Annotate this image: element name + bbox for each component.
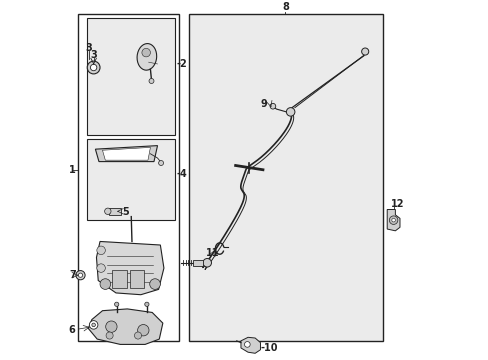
- Text: 11: 11: [205, 248, 219, 258]
- Polygon shape: [88, 309, 163, 345]
- Bar: [130, 270, 144, 288]
- Circle shape: [97, 246, 105, 255]
- Circle shape: [134, 332, 141, 339]
- Polygon shape: [95, 145, 157, 162]
- Polygon shape: [241, 337, 260, 353]
- Circle shape: [87, 61, 100, 74]
- Circle shape: [89, 321, 98, 329]
- Text: -10: -10: [260, 343, 277, 353]
- Circle shape: [158, 161, 163, 166]
- Polygon shape: [102, 147, 150, 160]
- Circle shape: [105, 321, 117, 332]
- Circle shape: [144, 302, 149, 306]
- Circle shape: [114, 302, 119, 306]
- Text: 6: 6: [69, 324, 75, 334]
- Text: 9: 9: [260, 99, 266, 109]
- Circle shape: [104, 208, 111, 215]
- Text: 1: 1: [69, 166, 75, 175]
- Text: -4: -4: [176, 169, 187, 179]
- Text: 5: 5: [122, 207, 128, 217]
- Text: 3: 3: [90, 50, 97, 60]
- Text: 12: 12: [390, 199, 404, 209]
- Circle shape: [137, 324, 149, 336]
- Circle shape: [76, 271, 85, 280]
- Bar: [112, 270, 126, 288]
- Text: 8: 8: [281, 2, 288, 12]
- Circle shape: [388, 216, 397, 224]
- Bar: [189, 14, 382, 341]
- Bar: [109, 208, 121, 215]
- Bar: [193, 260, 202, 266]
- Ellipse shape: [137, 44, 156, 70]
- Circle shape: [203, 258, 211, 267]
- Bar: [78, 14, 179, 341]
- Circle shape: [149, 279, 160, 289]
- Polygon shape: [386, 210, 399, 231]
- Circle shape: [78, 273, 82, 277]
- Circle shape: [391, 219, 395, 222]
- Circle shape: [142, 48, 150, 57]
- Polygon shape: [96, 242, 163, 295]
- Circle shape: [100, 279, 110, 289]
- Text: 7: 7: [70, 270, 77, 280]
- Circle shape: [286, 108, 294, 116]
- Circle shape: [106, 332, 113, 339]
- Bar: [86, 139, 175, 220]
- Circle shape: [97, 264, 105, 273]
- Circle shape: [92, 323, 95, 327]
- Circle shape: [244, 342, 250, 347]
- Circle shape: [90, 64, 97, 71]
- Circle shape: [149, 78, 154, 84]
- Text: 3: 3: [85, 43, 92, 53]
- Text: -2: -2: [176, 59, 187, 69]
- Bar: [86, 18, 175, 135]
- Circle shape: [269, 103, 275, 109]
- Circle shape: [361, 48, 368, 55]
